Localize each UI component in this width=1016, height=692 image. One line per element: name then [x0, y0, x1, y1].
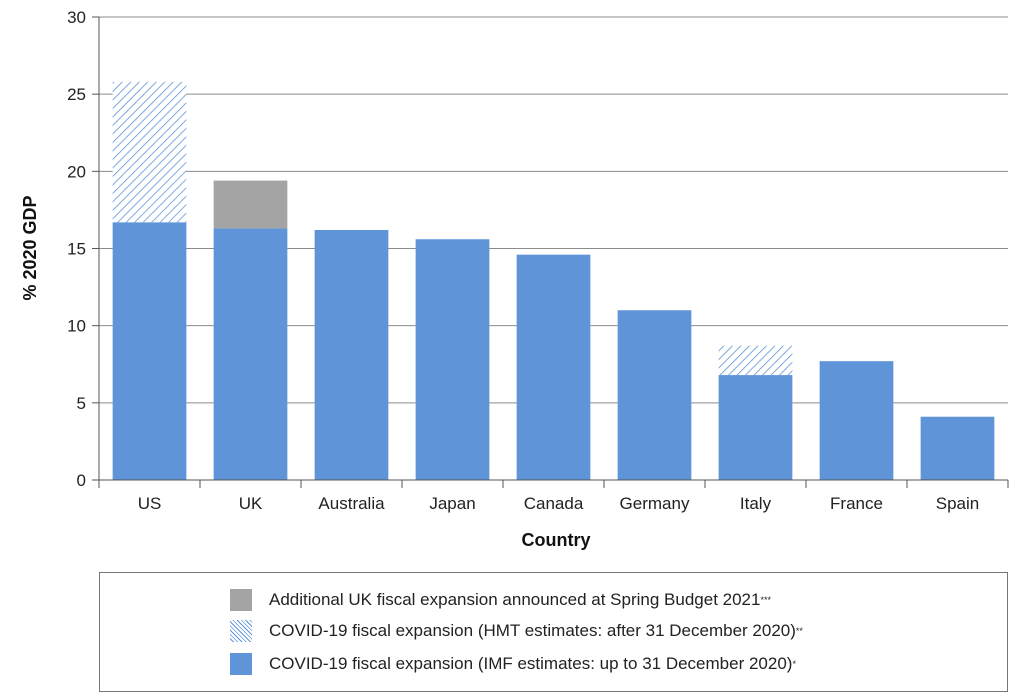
- x-tick-label: UK: [239, 494, 263, 513]
- x-tick-label: Italy: [740, 494, 772, 513]
- bar-us-hatched: [112, 81, 187, 223]
- tick-labels: 0 5 10 15 20 25 30 US UK Australia Japan Canada Germ…: [67, 8, 979, 513]
- legend-item-hmt-estimates: COVID-19 fiscal expansion (HMT estimates…: [230, 619, 803, 643]
- y-tick-label: 0: [77, 471, 86, 490]
- legend-footnote-marker: ***: [760, 595, 771, 605]
- x-tick-label: Germany: [620, 494, 690, 513]
- x-tick-label: Canada: [524, 494, 584, 513]
- legend-label: COVID-19 fiscal expansion (HMT estimates…: [269, 621, 796, 640]
- bar-australia-blue: [314, 229, 389, 480]
- legend-label: COVID-19 fiscal expansion (IMF estimates…: [269, 654, 793, 673]
- bar-us-blue: [112, 222, 187, 480]
- legend-footnote-marker: **: [795, 626, 803, 636]
- y-tick-label: 30: [67, 8, 86, 27]
- bar-italy-blue: [718, 375, 793, 480]
- y-tick-label: 15: [67, 240, 86, 259]
- bar-germany-blue: [617, 310, 692, 480]
- y-tick-label: 20: [67, 162, 86, 181]
- bar-japan-blue: [415, 239, 490, 480]
- bar-italy-hatched: [718, 345, 793, 376]
- y-tick-label: 10: [67, 317, 86, 336]
- x-tick-label: Spain: [936, 494, 979, 513]
- y-axis-title: % 2020 GDP: [20, 195, 40, 300]
- legend-swatch-blue: [230, 653, 252, 675]
- bar-uk-gray: [213, 180, 288, 229]
- legend-label: Additional UK fiscal expansion announced…: [269, 590, 761, 609]
- axes: [92, 16, 1009, 488]
- legend-item-imf-estimates: COVID-19 fiscal expansion (IMF estimates…: [230, 652, 796, 676]
- x-tick-label: Japan: [429, 494, 475, 513]
- bar-uk-blue: [213, 228, 288, 480]
- legend: Additional UK fiscal expansion announced…: [99, 572, 1008, 692]
- legend-footnote-marker: *: [792, 659, 796, 669]
- bar-france-blue: [819, 361, 894, 480]
- bar-spain-blue: [920, 416, 995, 480]
- x-tick-label: Australia: [318, 494, 385, 513]
- x-tick-label: France: [830, 494, 883, 513]
- legend-item-spring-budget: Additional UK fiscal expansion announced…: [230, 588, 771, 612]
- x-axis-title: Country: [522, 530, 591, 550]
- bars: [112, 81, 995, 480]
- y-tick-label: 5: [77, 394, 86, 413]
- bar-chart: 0 5 10 15 20 25 30 US UK Australia Japan Canada Germ…: [20, 8, 1009, 550]
- bar-canada-blue: [516, 254, 591, 480]
- x-tick-label: US: [138, 494, 162, 513]
- legend-swatch-hatched: [230, 620, 252, 642]
- y-tick-label: 25: [67, 85, 86, 104]
- legend-swatch-gray: [230, 589, 252, 611]
